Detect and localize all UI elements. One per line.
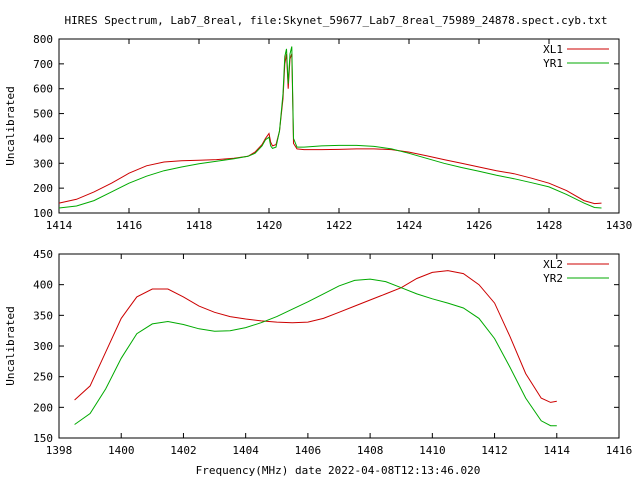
legend-label: XL1	[543, 43, 563, 56]
x-tick-label: 1420	[256, 219, 283, 232]
x-tick-label: 1416	[116, 219, 143, 232]
x-tick-label: 1410	[419, 444, 446, 457]
top-panel: 1414 1416 1418 1420 1422 1424 1426 1428 1430 100 2…	[4, 33, 632, 232]
y-tick-label: 200	[33, 401, 53, 414]
y-axis-label: Uncalibrated	[4, 306, 17, 385]
plot-frame	[58, 253, 620, 439]
x-tick-label: 1414	[46, 219, 73, 232]
x-tick-label: 1398	[46, 444, 73, 457]
y-tick-label: 350	[33, 309, 53, 322]
y-tick-label: 450	[33, 248, 53, 261]
x-tick-label: 1426	[466, 219, 493, 232]
x-tick-label: 1414	[544, 444, 571, 457]
y-tick-label: 200	[33, 182, 53, 195]
x-tick-label: 1400	[108, 444, 135, 457]
legend-label: YR1	[543, 57, 563, 70]
x-tick-label: 1416	[606, 444, 633, 457]
series-line-xl1	[58, 53, 602, 205]
x-axis-label: Frequency(MHz) date 2022-04-08T12:13:46.…	[196, 464, 481, 477]
series-line-yr2	[74, 278, 557, 427]
y-tick-label: 600	[33, 83, 53, 96]
plot-frame	[58, 38, 620, 214]
y-tick-label: 300	[33, 157, 53, 170]
x-tick-label: 1412	[481, 444, 508, 457]
legend-label: YR2	[543, 272, 563, 285]
y-tick-label: 300	[33, 340, 53, 353]
y-tick-label: 250	[33, 371, 53, 384]
x-tick-label: 1418	[186, 219, 213, 232]
x-tick-label: 1428	[536, 219, 563, 232]
bottom-panel: 1398 1400 1402 1404 1406 1408 1410 1412 1414 1416…	[4, 248, 632, 457]
x-tick-label: 1408	[357, 444, 384, 457]
x-tick-label: 1422	[326, 219, 353, 232]
legend-label: XL2	[543, 258, 563, 271]
x-tick-label: 1402	[170, 444, 197, 457]
series-line-xl2	[74, 270, 557, 403]
x-tick-label: 1430	[606, 219, 633, 232]
y-tick-label: 400	[33, 279, 53, 292]
series-line-yr1	[58, 46, 602, 209]
y-tick-label: 100	[33, 207, 53, 220]
x-tick-label: 1406	[295, 444, 322, 457]
figure-title: HIRES Spectrum, Lab7_8real, file:Skynet_…	[64, 14, 607, 27]
y-tick-label: 500	[33, 108, 53, 121]
y-tick-label: 700	[33, 58, 53, 71]
y-tick-label: 150	[33, 432, 53, 445]
y-tick-label: 800	[33, 33, 53, 46]
y-axis-label: Uncalibrated	[4, 86, 17, 165]
y-tick-label: 400	[33, 132, 53, 145]
x-tick-label: 1424	[396, 219, 423, 232]
x-tick-label: 1404	[232, 444, 259, 457]
